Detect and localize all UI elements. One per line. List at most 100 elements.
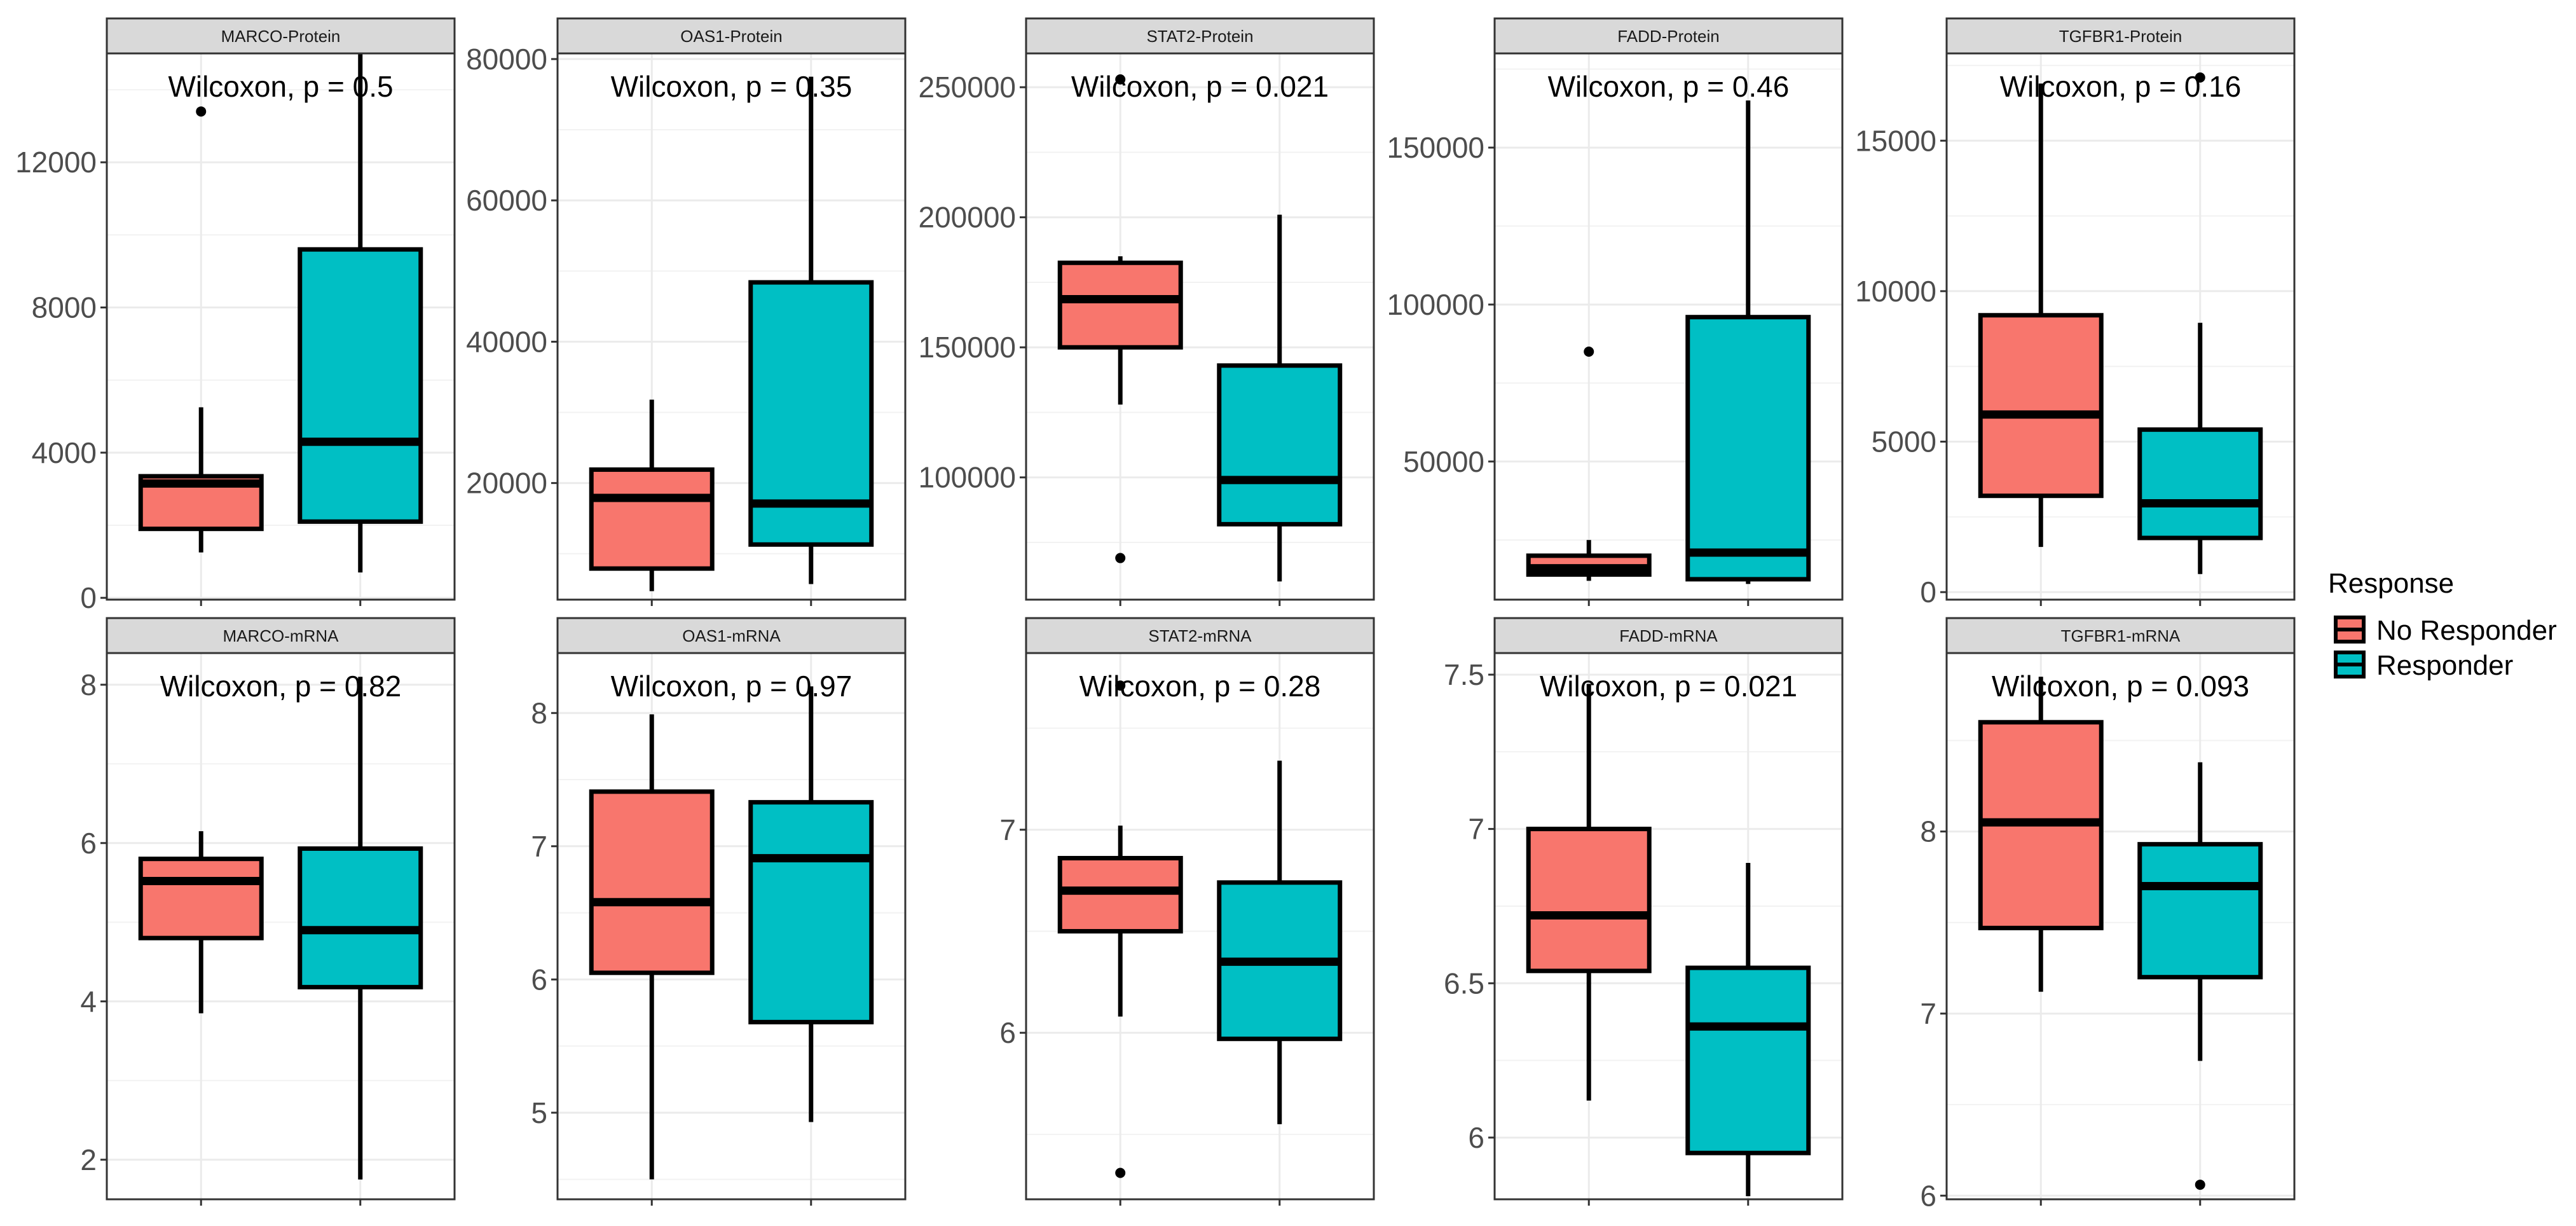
- panel-tgfbr1-protein: TGFBR1-Protein 0 5000 10000 15000 Wilcoxon, p…: [1855, 17, 2296, 609]
- strip-background: [106, 17, 456, 55]
- legend: Response No Responder Responder: [2328, 568, 2557, 681]
- panel-border: [106, 652, 456, 1201]
- p-value-label: Wilcoxon, p = 0.35: [611, 70, 853, 103]
- strip-background: [1493, 17, 1844, 55]
- strip-label: MARCO-Protein: [221, 27, 341, 46]
- interquartile-box: [2137, 427, 2263, 541]
- y-tick-label: 7: [999, 813, 1016, 846]
- box-responder: [748, 686, 874, 1122]
- interquartile-box: [298, 846, 423, 989]
- strip-label: TGFBR1-mRNA: [2061, 626, 2181, 645]
- panel-fadd-mrna: FADD-mRNA 6 6.5 7 7.5 Wilcoxon, p = 0.021: [1444, 617, 1844, 1206]
- legend-key-no-responder: [2334, 616, 2366, 644]
- outlier-point: [1115, 553, 1126, 563]
- y-tick-label: 6: [80, 827, 97, 860]
- panel-marco-mrna: MARCO-mRNA 2 4 6 8 Wilcoxon, p = 0.82: [80, 617, 456, 1206]
- box-responder: [1217, 761, 1343, 1124]
- strip-background: [1945, 17, 2296, 55]
- p-value-label: Wilcoxon, p = 0.16: [2000, 70, 2242, 103]
- y-tick-label: 0: [80, 581, 97, 614]
- panel-oas1-protein: OAS1-Protein 20000 40000 60000 80000 Wilcoxon…: [466, 17, 907, 606]
- strip-label: FADD-mRNA: [1619, 626, 1718, 645]
- strip-label: STAT2-mRNA: [1148, 626, 1252, 645]
- y-tick-label: 7: [531, 830, 547, 863]
- panel-border: [1945, 652, 2296, 1201]
- strip-background: [1945, 617, 2296, 654]
- panel-border: [556, 652, 907, 1201]
- interquartile-box: [748, 800, 874, 1024]
- legend-title: Response: [2328, 568, 2454, 599]
- panels-layer: MARCO-Protein 0 4000 8000 12000 Wilcoxon, p =…: [15, 17, 2296, 1212]
- legend-label-no-responder: No Responder: [2376, 615, 2557, 646]
- interquartile-box: [138, 857, 264, 940]
- y-tick-label: 15000: [1855, 124, 1936, 157]
- y-tick-label: 7.5: [1444, 658, 1484, 691]
- outlier-point: [1115, 74, 1126, 85]
- legend-key-responder: [2334, 651, 2366, 678]
- panel-border: [556, 52, 907, 601]
- outlier-point: [1584, 346, 1594, 357]
- box-responder: [2137, 72, 2263, 574]
- interquartile-box: [2137, 842, 2263, 980]
- box-no-responder: [1978, 83, 2104, 548]
- panel-border: [1493, 52, 1844, 601]
- strip-label: MARCO-mRNA: [223, 626, 339, 645]
- interquartile-box: [1685, 965, 1811, 1155]
- y-tick-label: 8: [531, 696, 547, 729]
- box-responder: [298, 677, 423, 1180]
- box-responder: [748, 76, 874, 584]
- y-tick-label: 6: [1920, 1179, 1936, 1212]
- y-tick-label: 100000: [1387, 288, 1485, 321]
- interquartile-box: [589, 789, 715, 975]
- interquartile-box: [1217, 363, 1343, 527]
- strip-background: [556, 617, 907, 654]
- p-value-label: Wilcoxon, p = 0.82: [160, 670, 402, 703]
- panel-oas1-mrna: OAS1-mRNA 5 6 7 8 Wilcoxon, p = 0.97: [531, 617, 907, 1206]
- y-tick-label: 8000: [32, 291, 97, 324]
- p-value-label: Wilcoxon, p = 0.093: [1992, 670, 2249, 703]
- y-tick-label: 4: [80, 985, 97, 1018]
- box-responder: [2137, 762, 2263, 1190]
- y-tick-label: 7: [1920, 997, 1936, 1030]
- y-tick-label: 6: [1468, 1121, 1484, 1154]
- box-responder: [1685, 100, 1811, 584]
- box-responder: [1217, 214, 1343, 582]
- outlier-point: [1115, 1167, 1126, 1178]
- outlier-point: [2195, 72, 2205, 83]
- box-no-responder: [1978, 677, 2104, 992]
- y-tick-label: 4000: [32, 436, 97, 469]
- y-tick-label: 6.5: [1444, 967, 1484, 1000]
- strip-label: STAT2-Protein: [1146, 27, 1253, 46]
- box-no-responder: [1057, 680, 1183, 1178]
- y-tick-label: 8: [1920, 815, 1936, 848]
- y-tick-label: 50000: [1403, 445, 1484, 478]
- y-tick-label: 6: [531, 963, 547, 996]
- y-tick-label: 80000: [466, 43, 547, 76]
- y-tick-label: 20000: [466, 467, 547, 500]
- y-tick-label: 40000: [466, 325, 547, 358]
- box-no-responder: [589, 399, 715, 591]
- strip-background: [106, 617, 456, 654]
- panel-tgfbr1-mrna: TGFBR1-mRNA 6 7 8 Wilcoxon, p = 0.093: [1920, 617, 2296, 1212]
- y-tick-label: 10000: [1855, 275, 1936, 308]
- box-responder: [1685, 863, 1811, 1197]
- y-tick-label: 8: [80, 668, 97, 701]
- panel-border: [1945, 52, 2296, 601]
- y-tick-label: 60000: [466, 184, 547, 217]
- legend-label-responder: Responder: [2376, 650, 2513, 681]
- interquartile-box: [589, 467, 715, 571]
- strip-label: TGFBR1-Protein: [2059, 27, 2182, 46]
- p-value-label: Wilcoxon, p = 0.021: [1540, 670, 1797, 703]
- interquartile-box: [1978, 313, 2104, 499]
- y-tick-label: 150000: [1387, 131, 1485, 164]
- outlier-point: [196, 106, 207, 117]
- box-responder: [298, 53, 423, 573]
- outlier-point: [2195, 1180, 2205, 1190]
- y-tick-label: 250000: [919, 71, 1017, 104]
- y-tick-label: 150000: [919, 331, 1017, 364]
- panel-stat2-protein: STAT2-Protein 100000 150000 200000 250000 Wil…: [919, 17, 1375, 606]
- y-tick-label: 5: [531, 1096, 547, 1129]
- p-value-label: Wilcoxon, p = 0.28: [1079, 670, 1321, 703]
- outlier-point: [1115, 680, 1126, 691]
